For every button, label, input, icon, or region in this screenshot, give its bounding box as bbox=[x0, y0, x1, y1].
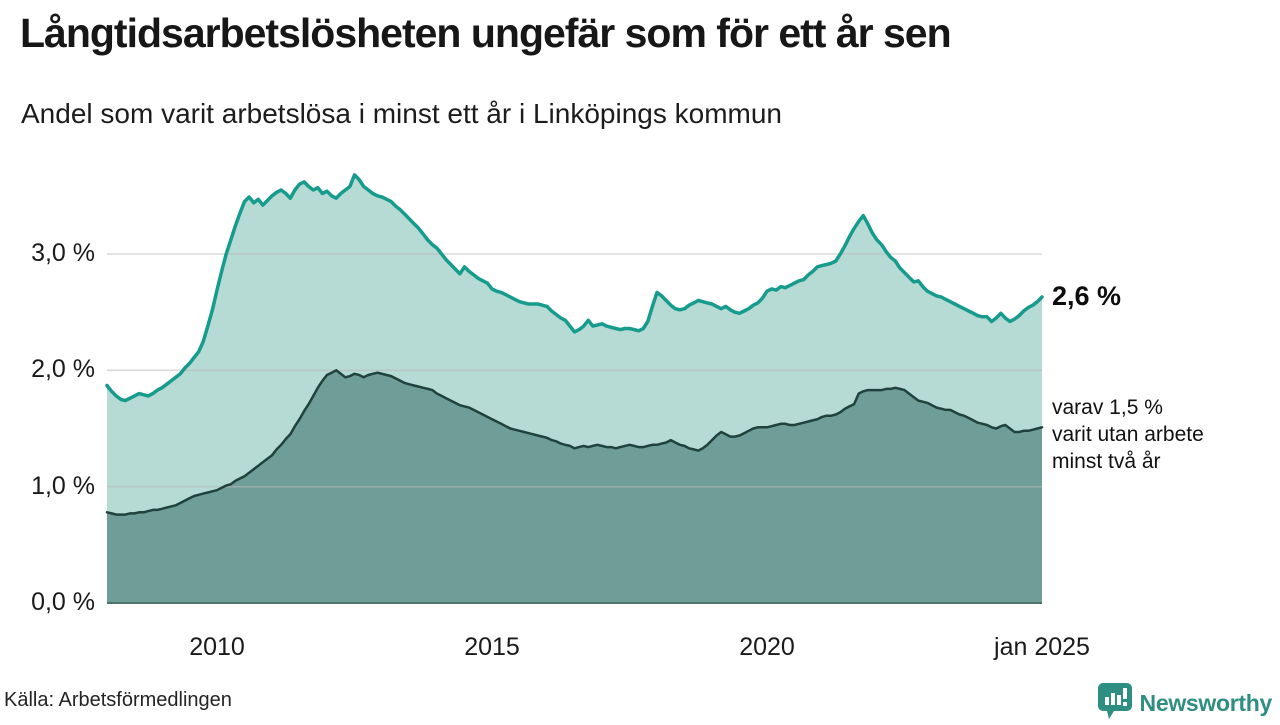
newsworthy-brand: Newsworthy bbox=[1097, 682, 1272, 725]
y-axis-label: 2,0 % bbox=[31, 355, 95, 384]
page-title: Långtidsarbetslösheten ungefär som för e… bbox=[20, 10, 952, 56]
newsworthy-logo-icon bbox=[1097, 682, 1133, 725]
x-axis-label: 2015 bbox=[464, 633, 520, 661]
x-axis-label: jan 2025 bbox=[994, 633, 1090, 661]
latest-value-label: 2,6 % bbox=[1052, 281, 1122, 311]
x-axis-label: 2010 bbox=[189, 633, 245, 661]
y-axis-label: 1,0 % bbox=[31, 471, 95, 500]
newsworthy-wordmark: Newsworthy bbox=[1139, 690, 1273, 716]
line-arbetslösa-minst-ett-år bbox=[105, 173, 1044, 403]
chart-subtitle: Andel som varit arbetslösa i minst ett å… bbox=[21, 98, 782, 129]
line-arbetslösa-minst-två-år bbox=[105, 369, 1044, 516]
y-axis-label: 0,0 % bbox=[31, 588, 95, 616]
source-credit: Källa: Arbetsförmedlingen bbox=[4, 689, 232, 711]
secondary-series-note: varav 1,5 % varit utan arbete minst två … bbox=[1052, 396, 1204, 473]
y-axis-label: 3,0 % bbox=[31, 239, 95, 267]
x-axis-label: 2020 bbox=[739, 633, 795, 661]
